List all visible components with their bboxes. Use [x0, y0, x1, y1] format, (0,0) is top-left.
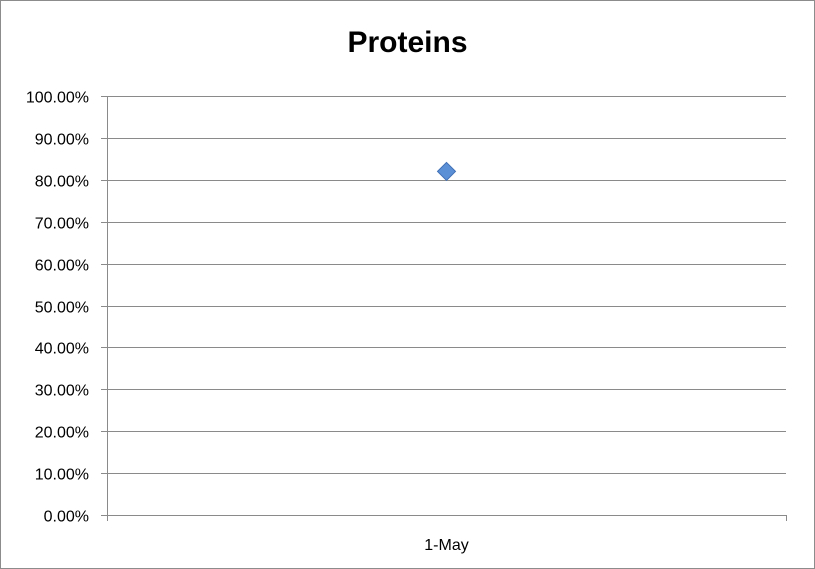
y-tick-label: 10.00%	[35, 467, 89, 484]
y-tick-label: 100.00%	[26, 90, 89, 107]
x-tick-label: 1-May	[424, 537, 468, 554]
y-tick-label: 40.00%	[35, 341, 89, 358]
y-tick-label: 80.00%	[35, 174, 89, 191]
y-tick-label: 90.00%	[35, 132, 89, 149]
chart-title: Proteins	[347, 26, 468, 59]
y-tick-label: 30.00%	[35, 383, 89, 400]
y-tick-label: 0.00%	[44, 509, 89, 526]
data-point	[436, 161, 457, 182]
y-tick-label: 70.00%	[35, 216, 89, 233]
y-tick-label: 50.00%	[35, 300, 89, 317]
y-tick-label: 60.00%	[35, 258, 89, 275]
y-tick-label: 20.00%	[35, 425, 89, 442]
